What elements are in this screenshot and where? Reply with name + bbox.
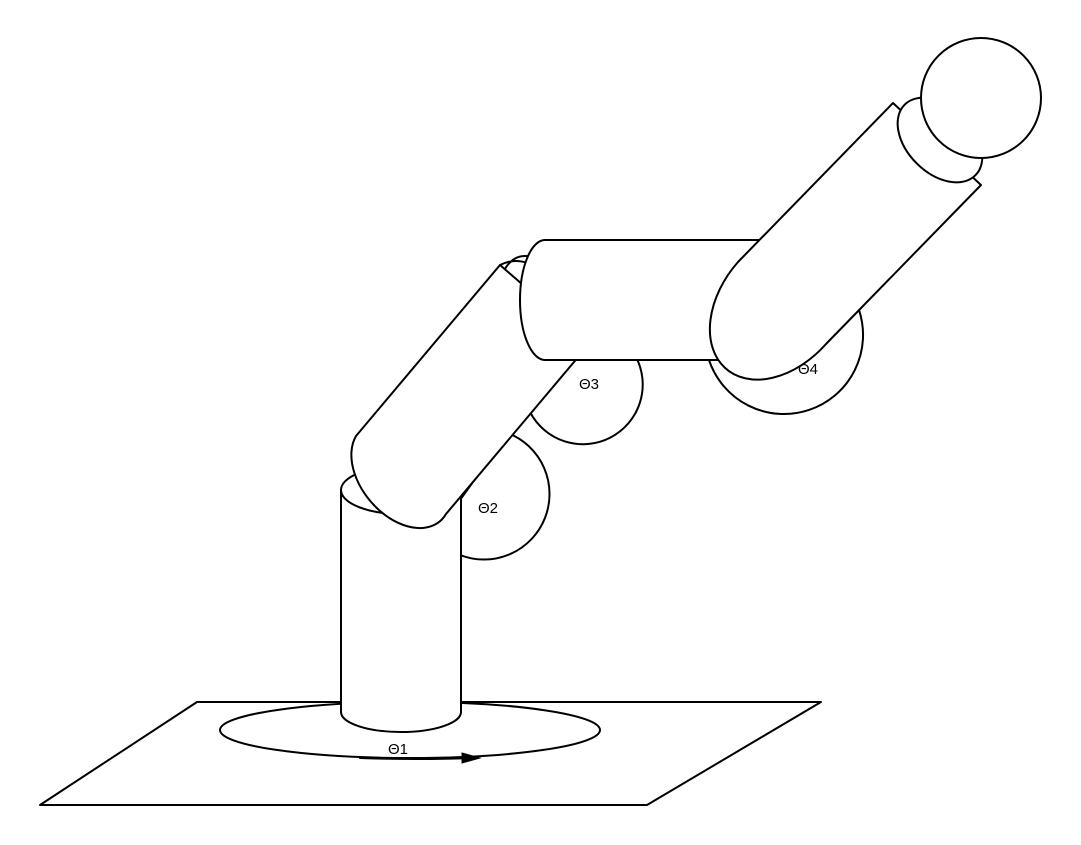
theta2-label: Θ2 — [478, 500, 498, 517]
theta2-arc — [459, 432, 551, 561]
theta3-label: Θ3 — [579, 376, 599, 393]
theta1-label: Θ1 — [388, 741, 408, 758]
end-effector-sphere — [920, 37, 1042, 159]
theta1-arrow — [359, 752, 482, 764]
